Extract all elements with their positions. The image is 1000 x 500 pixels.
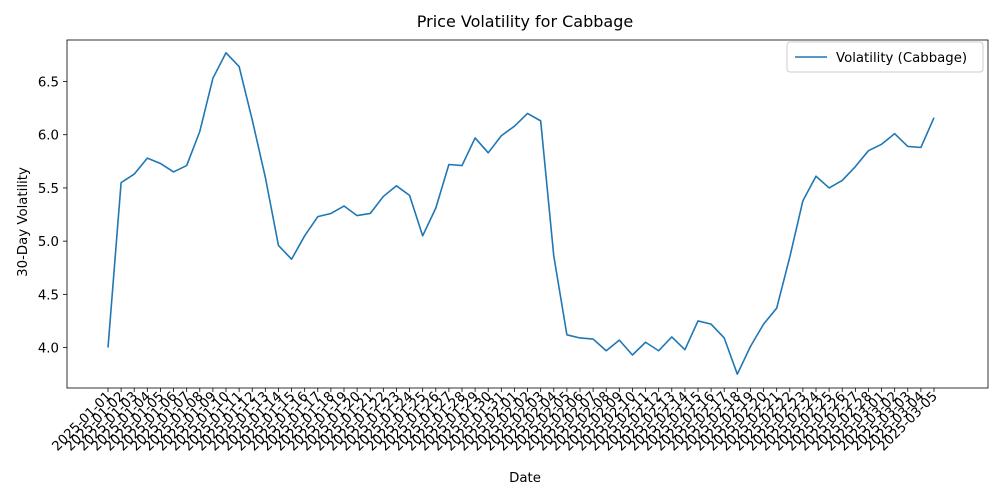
legend-entry: Volatility (Cabbage) — [836, 51, 967, 66]
legend: Volatility (Cabbage) — [786, 41, 984, 73]
y-tick-label: 6.0 — [38, 129, 59, 144]
x-axis-label: Date — [509, 471, 541, 486]
series-line — [107, 51, 935, 375]
y-tick-label: 4.0 — [38, 342, 59, 357]
y-axis: 4.0 4.5 5.0 5.5 6.0 6.5 — [38, 76, 67, 357]
y-tick-label: 5.5 — [38, 182, 59, 197]
chart-title: Price Volatility for Cabbage — [417, 12, 633, 31]
y-tick-label: 5.0 — [38, 235, 59, 250]
y-axis-label: 30-Day Volatility — [16, 167, 31, 277]
x-axis: 2025-01-012025-01-022025-01-032025-01-04… — [50, 388, 941, 454]
legend-box — [786, 41, 984, 73]
y-tick-label: 4.5 — [38, 288, 59, 303]
y-tick-label: 6.5 — [38, 76, 59, 91]
